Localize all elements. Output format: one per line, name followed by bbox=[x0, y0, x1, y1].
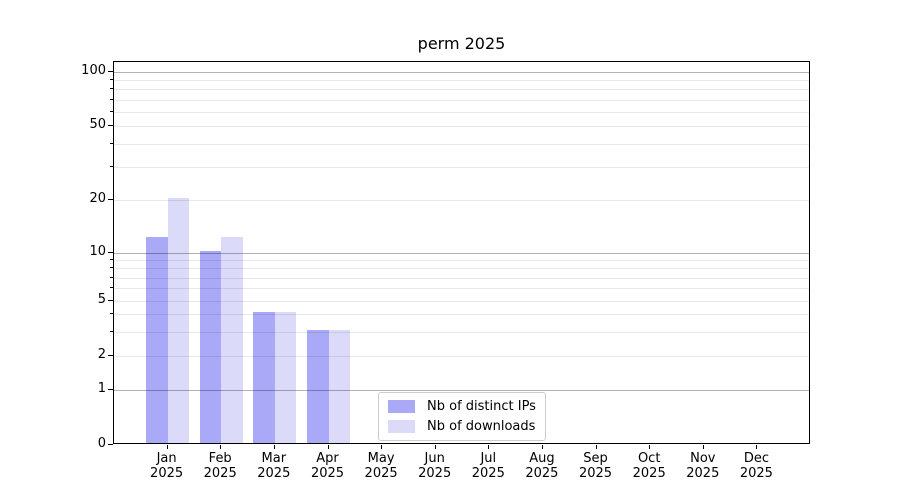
legend-swatch-nb-of-downloads bbox=[388, 420, 415, 433]
y-minor-tick-mark bbox=[110, 142, 113, 144]
x-tick-mark bbox=[702, 445, 704, 449]
y-tick-label: 2 bbox=[97, 347, 106, 362]
y-tick-mark bbox=[108, 71, 113, 72]
x-tick-label: Jun 2025 bbox=[418, 451, 452, 481]
legend-label: Nb of downloads bbox=[427, 419, 536, 434]
x-tick-mark bbox=[220, 445, 222, 449]
y-minor-tick-mark bbox=[110, 79, 113, 81]
x-tick-label: Apr 2025 bbox=[310, 451, 345, 481]
gridline-minor bbox=[114, 356, 809, 357]
x-tick-mark bbox=[595, 445, 597, 449]
x-tick-label: Sep 2025 bbox=[578, 451, 613, 481]
y-minor-tick-mark bbox=[110, 313, 113, 315]
y-tick-mark bbox=[108, 198, 113, 200]
bar-mar-distinct-ips bbox=[253, 312, 275, 443]
gridline-minor bbox=[114, 277, 809, 279]
bar-feb-downloads bbox=[221, 236, 243, 443]
x-tick-mark bbox=[541, 445, 543, 449]
y-tick-mark bbox=[108, 388, 113, 390]
x-tick-label: Oct 2025 bbox=[632, 451, 666, 481]
bar-jan-downloads bbox=[167, 197, 190, 443]
chart-title: perm 2025 bbox=[417, 34, 506, 53]
y-tick-mark bbox=[108, 300, 113, 301]
gridline-minor bbox=[114, 167, 809, 168]
gridline-minor bbox=[114, 268, 809, 270]
y-tick-mark bbox=[108, 355, 113, 356]
x-tick-label: Jan 2025 bbox=[150, 451, 184, 481]
x-tick-mark bbox=[166, 445, 168, 449]
y-tick-label: 1 bbox=[97, 380, 106, 396]
x-tick-label: Jul 2025 bbox=[471, 451, 505, 481]
x-tick-mark bbox=[327, 445, 329, 449]
gridline-major bbox=[114, 252, 809, 254]
bar-feb-distinct-ips bbox=[199, 250, 222, 443]
bar-apr-distinct-ips bbox=[307, 329, 329, 443]
bar-mar-downloads bbox=[274, 312, 297, 443]
y-minor-tick-mark bbox=[110, 88, 113, 90]
y-minor-tick-mark bbox=[110, 330, 113, 332]
gridline-major bbox=[114, 72, 809, 73]
y-tick-label: 10 bbox=[89, 243, 106, 259]
x-tick-mark bbox=[649, 445, 651, 449]
y-tick-mark bbox=[108, 251, 113, 253]
gridline-minor bbox=[114, 288, 809, 290]
gridline-minor bbox=[114, 143, 809, 145]
x-tick-mark bbox=[434, 445, 436, 449]
y-minor-tick-mark bbox=[110, 258, 113, 260]
gridline-minor bbox=[114, 314, 809, 316]
y-minor-tick-mark bbox=[110, 166, 113, 167]
gridline-major bbox=[114, 389, 809, 391]
legend-label: Nb of distinct IPs bbox=[427, 399, 536, 414]
gridline-minor bbox=[114, 80, 809, 82]
y-minor-tick-mark bbox=[110, 110, 113, 112]
gridline-minor bbox=[114, 111, 809, 113]
x-tick-mark bbox=[381, 445, 383, 449]
x-tick-label: Aug 2025 bbox=[525, 451, 559, 481]
gridline-minor bbox=[114, 199, 809, 201]
gridline-minor bbox=[114, 301, 809, 302]
bar-apr-downloads bbox=[328, 329, 350, 443]
y-minor-tick-mark bbox=[110, 267, 113, 269]
y-minor-tick-mark bbox=[110, 287, 113, 289]
x-tick-label: Mar 2025 bbox=[257, 451, 291, 481]
x-tick-label: Dec 2025 bbox=[739, 451, 773, 481]
gridline-minor bbox=[114, 259, 809, 261]
x-tick-mark bbox=[488, 445, 490, 449]
x-tick-mark bbox=[756, 445, 758, 449]
plot-area bbox=[113, 61, 810, 444]
y-minor-tick-mark bbox=[110, 276, 113, 278]
x-tick-label: May 2025 bbox=[364, 451, 398, 481]
y-tick-label: 100 bbox=[81, 63, 106, 78]
legend-swatch-nb-of-distinct-ips bbox=[388, 400, 415, 413]
gridline-minor bbox=[114, 89, 809, 91]
gridline-minor bbox=[114, 99, 809, 101]
y-tick-mark bbox=[108, 125, 113, 126]
x-tick-label: Nov 2025 bbox=[686, 451, 720, 481]
gridline-minor bbox=[114, 126, 809, 127]
legend-row: Nb of distinct IPs bbox=[388, 399, 536, 414]
y-tick-label: 0 bbox=[97, 436, 106, 451]
legend-row: Nb of downloads bbox=[388, 419, 536, 434]
x-tick-label: Feb 2025 bbox=[203, 451, 237, 481]
bar-jan-distinct-ips bbox=[146, 236, 168, 443]
y-tick-label: 50 bbox=[89, 117, 106, 132]
y-minor-tick-mark bbox=[110, 98, 113, 100]
gridline-minor bbox=[114, 331, 809, 333]
y-tick-label: 20 bbox=[89, 190, 106, 206]
y-tick-mark bbox=[108, 444, 113, 445]
x-tick-mark bbox=[273, 445, 275, 449]
y-tick-label: 5 bbox=[97, 292, 106, 307]
legend: Nb of distinct IPs Nb of downloads bbox=[378, 392, 546, 441]
